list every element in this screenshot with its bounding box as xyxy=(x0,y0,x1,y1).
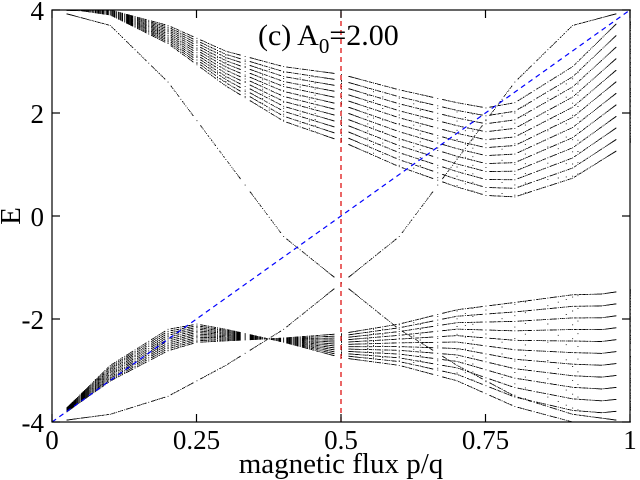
reference-line-diagonal xyxy=(51,9,631,423)
x-tick-label: 0.75 xyxy=(462,425,509,455)
x-tick-label: 0.5 xyxy=(324,425,358,455)
x-tick-label: 0.25 xyxy=(173,425,220,455)
y-tick-label: 0 xyxy=(31,202,45,232)
y-axis-label: E xyxy=(0,207,27,225)
title-suffix: =2.00 xyxy=(329,19,398,52)
axis-ticks: 0 0.25 0.5 0.75 1 -4 -2 0 2 4 xyxy=(22,0,637,455)
title-subscript: 0 xyxy=(319,34,330,58)
x-axis-label: magnetic flux p/q xyxy=(239,448,444,480)
x-tick-label: 1 xyxy=(623,425,637,455)
y-tick-label: 4 xyxy=(31,0,45,26)
y-tick-label: -2 xyxy=(22,305,45,335)
y-tick-label: -4 xyxy=(22,408,45,438)
x-tick-label: 0 xyxy=(45,425,59,455)
y-tick-label: 2 xyxy=(31,99,45,129)
chart-title: (c) A0=2.00 xyxy=(258,19,399,58)
reference-lines xyxy=(51,9,631,423)
